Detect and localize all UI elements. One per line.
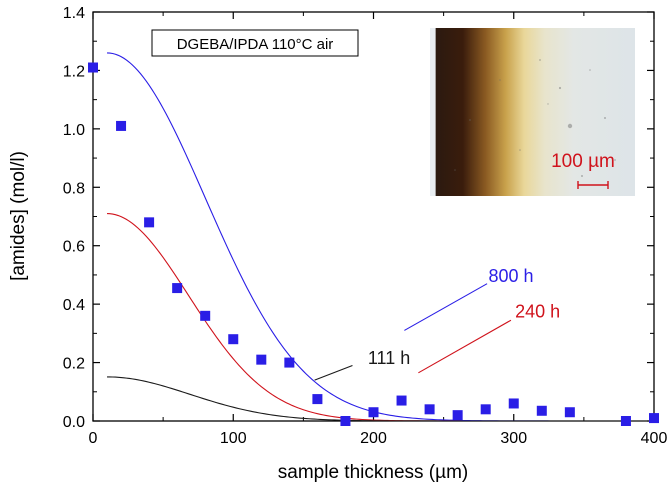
data-point bbox=[312, 394, 323, 405]
inset-texture bbox=[454, 59, 616, 177]
axis-ticks bbox=[92, 11, 655, 422]
x-tick-label: 0 bbox=[89, 430, 98, 447]
y-tick-label: 0.6 bbox=[63, 239, 85, 256]
y-tick-label: 0.0 bbox=[63, 414, 85, 431]
x-axis-label: sample thickness (µm) bbox=[278, 462, 468, 483]
data-point bbox=[116, 120, 127, 131]
model-curves bbox=[107, 52, 654, 422]
data-point bbox=[368, 407, 379, 418]
chart-title-box: DGEBA/IPDA 110°C air bbox=[151, 29, 359, 57]
curve-label-111-h: 111 h bbox=[368, 348, 410, 368]
data-point bbox=[536, 405, 547, 416]
data-point bbox=[396, 395, 407, 406]
data-point bbox=[228, 334, 239, 345]
y-tick-label: 1.4 bbox=[63, 5, 85, 22]
y-axis-label: [amides] (mol/l) bbox=[8, 151, 29, 281]
data-point bbox=[172, 283, 183, 294]
axis-tick-labels: 0 100 200 300 400 0.0 0.2 0.4 0.6 0.8 1.0 1.2 1.4 bbox=[63, 5, 668, 447]
curve-label-800-h: 800 h bbox=[489, 266, 534, 286]
inset-scale-label: 100 µm bbox=[551, 151, 615, 172]
data-point bbox=[144, 217, 155, 228]
data-point bbox=[256, 354, 267, 365]
data-point bbox=[284, 357, 295, 368]
y-tick-label: 1.0 bbox=[63, 122, 85, 139]
x-tick-label: 200 bbox=[360, 430, 387, 447]
chart-title: DGEBA/IPDA 110°C air bbox=[177, 36, 334, 53]
y-tick-label: 1.2 bbox=[63, 63, 85, 80]
curve-label-240-h: 240 h bbox=[515, 301, 560, 321]
x-tick-label: 300 bbox=[500, 430, 527, 447]
x-tick-label: 100 bbox=[220, 430, 247, 447]
title-frame bbox=[151, 29, 359, 57]
curve-111-h bbox=[107, 376, 654, 422]
data-point bbox=[620, 416, 631, 426]
data-point bbox=[88, 62, 98, 73]
leader-800-h bbox=[404, 283, 488, 331]
data-point bbox=[508, 398, 519, 409]
inset-micrograph: 100 µm bbox=[430, 28, 635, 196]
data-points bbox=[88, 62, 659, 426]
data-point bbox=[480, 404, 491, 415]
data-point bbox=[340, 416, 351, 426]
x-tick-label: 400 bbox=[641, 430, 668, 447]
y-tick-label: 0.4 bbox=[63, 297, 85, 314]
data-point bbox=[564, 407, 575, 418]
leader-111-h bbox=[314, 364, 353, 381]
curve-240-h bbox=[107, 213, 654, 422]
data-point bbox=[452, 410, 463, 421]
leader-240-h bbox=[418, 319, 512, 374]
data-point bbox=[200, 310, 211, 321]
y-tick-label: 0.2 bbox=[63, 356, 85, 373]
data-point bbox=[424, 404, 435, 415]
data-point bbox=[649, 413, 659, 424]
inset-image bbox=[430, 28, 635, 196]
curve-labels: 800 h 240 h 111 h bbox=[368, 266, 560, 368]
curve-label-leaders bbox=[314, 283, 512, 381]
y-tick-label: 0.8 bbox=[63, 180, 85, 197]
